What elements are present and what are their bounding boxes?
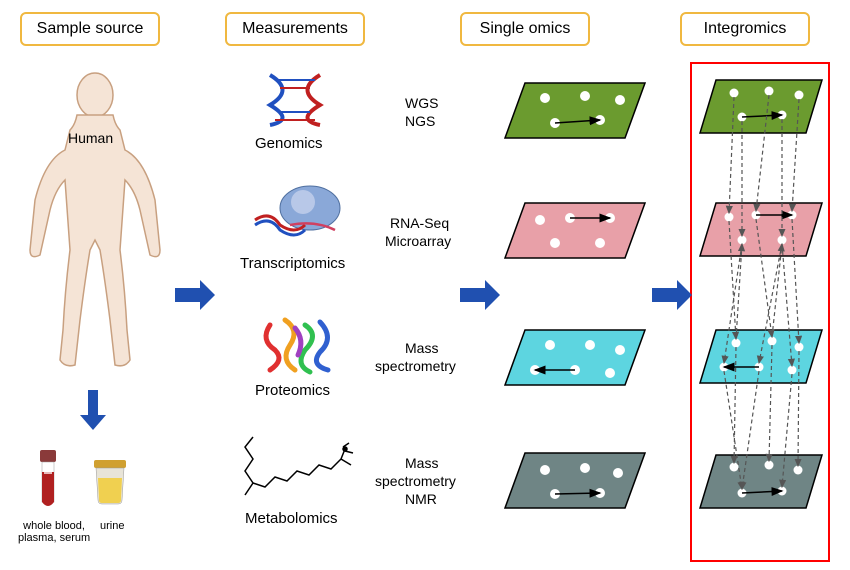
method-ngs: NGS (405, 113, 435, 129)
dna-helix-icon (255, 70, 335, 130)
header-label: Sample source (37, 20, 144, 37)
arrow-human-to-samples (78, 390, 108, 430)
plane-metabolomics-single (500, 448, 650, 518)
molecule-icon (235, 435, 355, 505)
method-wgs: WGS (405, 95, 438, 111)
arrow-sample-to-measurements (175, 280, 215, 310)
plane-genomics-single (500, 78, 650, 148)
method-rnaseq: RNA-Seq (390, 215, 449, 231)
metabolomics-label: Metabolomics (245, 510, 338, 527)
header-label: Measurements (242, 20, 348, 37)
method-mass1: Mass (405, 340, 438, 356)
integromics-stack (694, 65, 828, 560)
transcriptomics-icon (245, 180, 345, 250)
arrow-single-to-integromics (652, 280, 692, 310)
integ-plane-proteomics (700, 330, 822, 383)
method-mass2: Mass (405, 455, 438, 471)
header-label: Single omics (480, 20, 571, 37)
proteomics-label: Proteomics (255, 382, 330, 399)
integ-plane-genomics (700, 80, 822, 133)
urine-cup-icon (90, 460, 130, 505)
plane-transcriptomics-single (500, 198, 650, 268)
integ-plane-metabolomics (700, 455, 822, 508)
integ-plane-transcriptomics (700, 203, 822, 256)
header-single-omics: Single omics (460, 12, 590, 46)
transcriptomics-label: Transcriptomics (240, 255, 345, 272)
header-sample-source: Sample source (20, 12, 160, 46)
human-label: Human (68, 130, 113, 146)
plane-proteomics-single (500, 325, 650, 395)
urine-label: urine (100, 520, 124, 532)
blood-tube-icon (38, 450, 58, 510)
method-nmr: NMR (405, 491, 437, 507)
method-spec2: spectrometry (375, 473, 456, 489)
arrow-measurements-to-single (460, 280, 500, 310)
header-label: Integromics (704, 20, 787, 37)
method-microarray: Microarray (385, 233, 451, 249)
header-integromics: Integromics (680, 12, 810, 46)
blood-label: whole blood, plasma, serum (18, 520, 90, 544)
human-body-icon (15, 70, 175, 370)
protein-ribbon-icon (250, 310, 340, 380)
method-spec1: spectrometry (375, 358, 456, 374)
genomics-label: Genomics (255, 135, 323, 152)
header-measurements: Measurements (225, 12, 365, 46)
